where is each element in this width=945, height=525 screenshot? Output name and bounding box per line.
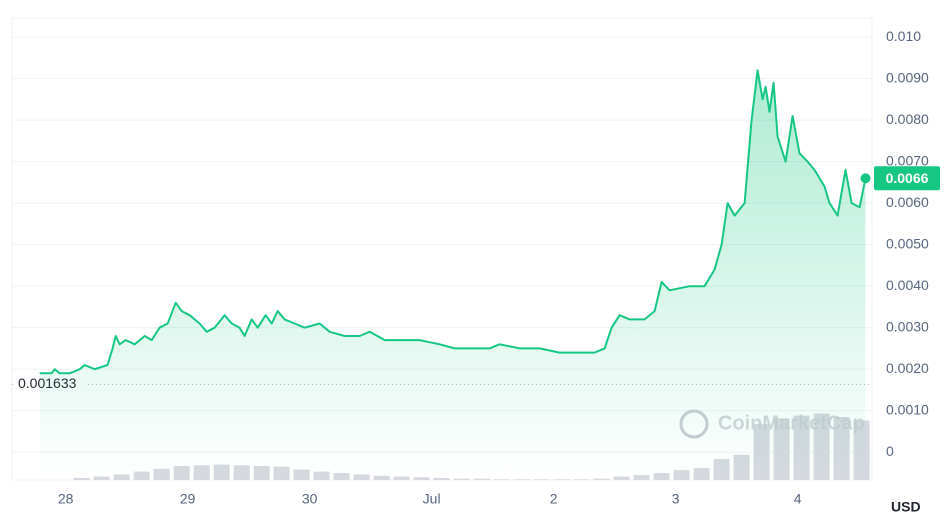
x-tick-label: 29 [180, 491, 196, 507]
y-tick-label: 0.0070 [886, 152, 929, 168]
y-tick-label: 0.0090 [886, 69, 929, 85]
last-point [860, 173, 871, 184]
price-badge [874, 166, 940, 191]
y-tick-label: 0.0040 [886, 277, 929, 293]
y-tick-label: 0.0050 [886, 235, 929, 251]
y-tick-label: 0.0010 [886, 401, 929, 417]
x-tick-label: 30 [302, 491, 318, 507]
x-tick-label: 28 [58, 491, 74, 507]
y-tick-label: 0.0020 [886, 360, 929, 376]
currency-label: USD [891, 499, 921, 515]
y-tick-label: 0.0030 [886, 318, 929, 334]
x-tick-label: 2 [550, 491, 558, 507]
x-tick-label: 3 [672, 491, 680, 507]
price-area [39, 70, 866, 481]
x-tick-label: Jul [423, 491, 441, 507]
price-line [39, 69, 867, 375]
x-tick-label: 4 [794, 491, 802, 507]
y-tick-label: 0.0080 [886, 111, 929, 127]
price-badge-label: 0.0066 [886, 170, 929, 186]
y-tick-label: 0 [886, 443, 894, 459]
y-tick-label: 0.010 [886, 28, 921, 44]
y-tick-label: 0.0060 [886, 194, 929, 210]
